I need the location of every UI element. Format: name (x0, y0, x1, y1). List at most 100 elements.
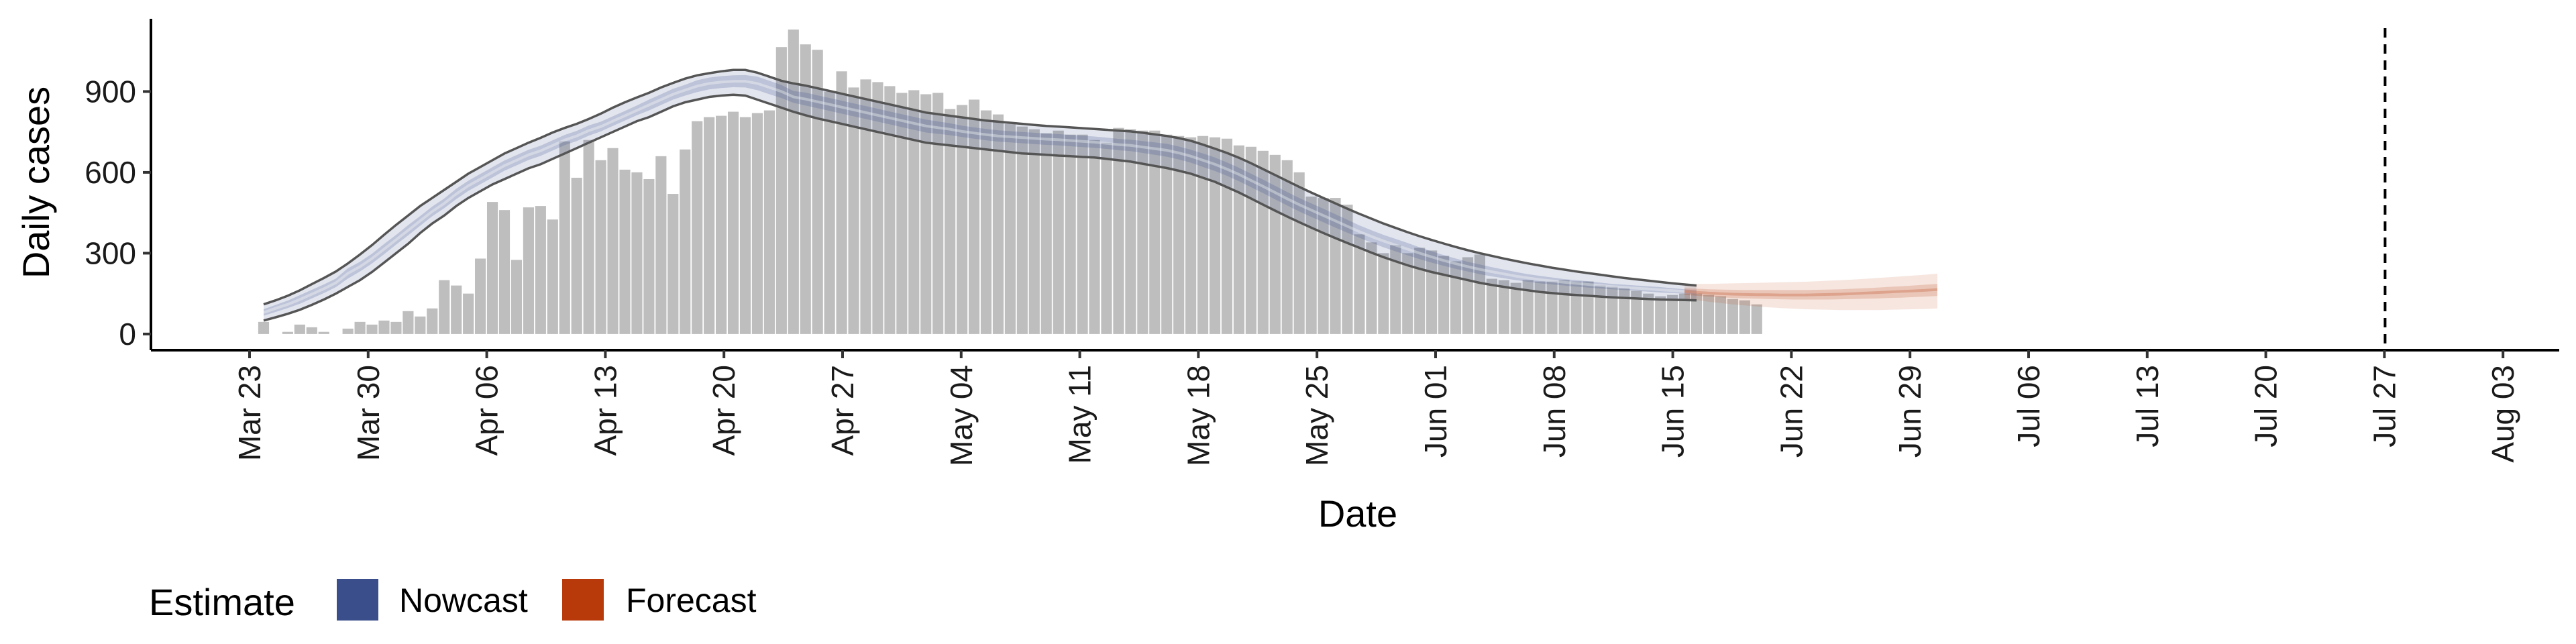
bar (680, 149, 691, 334)
bar (1173, 136, 1185, 334)
x-tick-label: Mar 23 (232, 365, 267, 461)
bar (1534, 281, 1546, 334)
legend: Estimate Nowcast Forecast (149, 579, 757, 623)
bar (1522, 280, 1534, 334)
x-tick-label: Jul 20 (2249, 365, 2284, 447)
axes (150, 19, 2559, 352)
x-tick-label: Jul 13 (2130, 365, 2165, 447)
bar (704, 117, 715, 334)
x-tick-label: Mar 30 (351, 365, 386, 461)
bar (1486, 278, 1497, 334)
bar (788, 30, 799, 334)
bar (535, 206, 546, 334)
bar (1354, 234, 1365, 334)
bar (1245, 146, 1256, 334)
bar (1510, 282, 1521, 334)
bar (872, 82, 883, 334)
forecast-median-line (1684, 288, 1938, 297)
x-tick-label: Apr 27 (825, 365, 860, 456)
bar (716, 115, 727, 334)
x-tick-label: Aug 03 (2485, 365, 2520, 463)
bar (1197, 136, 1209, 334)
bar (318, 331, 329, 334)
bar (1690, 293, 1703, 334)
bar (631, 172, 643, 334)
bar (1149, 130, 1161, 334)
bar (1631, 290, 1642, 334)
y-tick-label: 300 (85, 235, 136, 270)
bar (968, 99, 980, 334)
bar (848, 87, 859, 334)
bar (511, 260, 523, 334)
bar (607, 148, 619, 334)
bar (1619, 288, 1630, 334)
bar (1751, 304, 1762, 334)
y-tick-label: 600 (85, 155, 136, 190)
bar (1703, 294, 1715, 334)
bar (402, 311, 414, 334)
forecast-outer-band (1684, 273, 1937, 311)
bar (595, 160, 606, 334)
bar (366, 324, 378, 334)
bar (1089, 140, 1100, 334)
forecast-inner-band (1684, 284, 1937, 300)
bar (1101, 142, 1112, 334)
x-tick-label: May 11 (1063, 365, 1097, 464)
x-tick-label: Apr 20 (706, 365, 741, 456)
bar (1281, 160, 1293, 334)
bar (775, 47, 787, 334)
bar (751, 113, 763, 334)
bar (860, 79, 871, 334)
bar (836, 71, 847, 334)
estimate-lines (263, 68, 1697, 322)
bar (390, 321, 402, 334)
bar (486, 202, 498, 334)
bar (1004, 123, 1016, 334)
bar (1125, 129, 1136, 334)
x-tick-label: Jul 06 (2011, 365, 2046, 447)
nowcast-upper-line (263, 68, 1697, 306)
bar (306, 327, 317, 334)
bar (378, 320, 390, 334)
bar (1715, 296, 1727, 334)
bar (1293, 172, 1305, 334)
x-tick-label: Jun 22 (1774, 365, 1809, 458)
bar (354, 321, 366, 334)
legend-label-nowcast: Nowcast (399, 582, 528, 619)
legend-swatch-forecast (562, 579, 604, 621)
bar (1462, 257, 1474, 334)
bar (1161, 134, 1173, 334)
bar (824, 91, 835, 334)
bar (583, 140, 594, 334)
legend-label-forecast: Forecast (626, 582, 757, 619)
y-axis-title: Daily cases (15, 87, 57, 278)
bar (1402, 253, 1413, 334)
y-axis-ticks: 0 300 600 900 (85, 74, 151, 352)
bar (1546, 281, 1558, 334)
bar (763, 110, 775, 334)
bar (1498, 280, 1509, 334)
bar (812, 50, 823, 334)
x-axis-ticks: Mar 23 Mar 30 Apr 06 Apr 13 Apr 20 Apr 27 May … (232, 350, 2520, 466)
bar (920, 94, 932, 334)
bar (1727, 299, 1738, 334)
bar (1257, 150, 1269, 334)
x-tick-label: Jun 15 (1656, 365, 1690, 458)
x-tick-label: Jun 01 (1418, 365, 1453, 458)
bar (655, 156, 667, 334)
bar (451, 285, 462, 334)
bar (896, 93, 908, 334)
nowcast-median-line (263, 80, 1697, 314)
bar (463, 293, 474, 334)
bar (427, 308, 438, 334)
bar (439, 280, 450, 334)
bar (1342, 205, 1353, 334)
bar (294, 324, 305, 334)
bar-series (258, 30, 1762, 334)
bar (1366, 242, 1377, 334)
bar (1040, 133, 1052, 334)
bar (692, 121, 703, 334)
bar (619, 169, 631, 334)
legend-title: Estimate (149, 581, 295, 623)
